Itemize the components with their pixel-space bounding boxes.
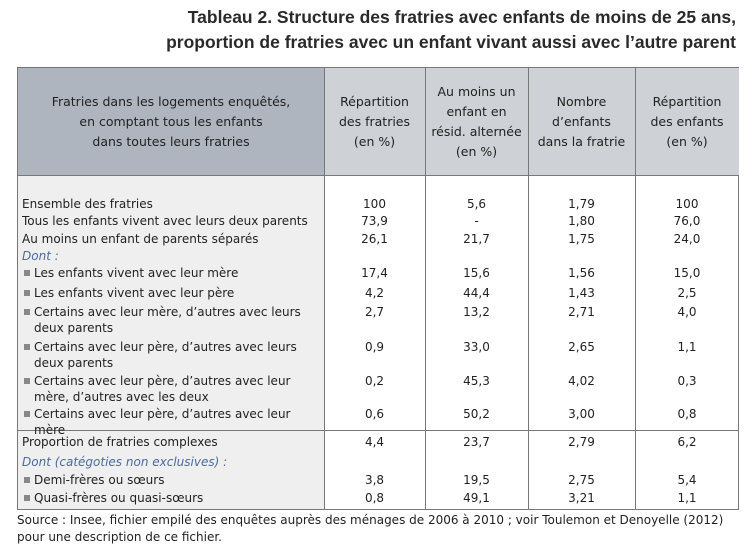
header-text: Répartition des enfants (en %) (650, 93, 724, 149)
cell-value: 24,0 (673, 232, 701, 246)
header-text: Au moins un enfant en résid. alternée (e… (431, 83, 522, 159)
cell-value: 4,2 (364, 286, 385, 300)
header-text: Nombre d’enfants dans la fratrie (537, 93, 626, 149)
cell-value: 49,1 (463, 491, 490, 505)
row-label: Certains avec leur mère, d’autres avec l… (24, 304, 322, 336)
section-divider (18, 430, 738, 431)
column-divider (635, 68, 636, 509)
cell-value: 26,1 (361, 232, 388, 246)
header-label-column: Fratries dans les logements enquêtés, en… (18, 68, 324, 176)
row-label: Demi-frères ou sœurs (24, 472, 322, 488)
row-label: Dont : (22, 249, 59, 263)
label-column-background (18, 176, 324, 509)
header-repartition-fratries: Répartition des fratries (en %) (324, 68, 425, 176)
row-label: Proportion de fratries complexes (22, 435, 218, 449)
column-divider (425, 68, 426, 509)
row-label: Tous les enfants vivent avec leurs deux … (22, 214, 308, 228)
row-label: Dont (catégoties non exclusives) : (22, 455, 228, 469)
cell-value: 3,00 (568, 407, 595, 421)
row-label: Certains avec leur père, d’autres avec l… (24, 339, 322, 371)
header-nombre-enfants: Nombre d’enfants dans la fratrie (528, 68, 635, 176)
row-label: Ensemble des fratries (22, 197, 153, 211)
row-label: Au moins un enfant de parents séparés (22, 232, 259, 246)
cell-value: 0,9 (364, 340, 385, 354)
cell-value: 1,79 (568, 197, 595, 211)
data-table: Fratries dans les logements enquêtés, en… (17, 67, 739, 510)
cell-value: 23,7 (463, 435, 490, 449)
cell-value: 0,3 (677, 374, 697, 388)
cell-value: 4,0 (677, 305, 697, 319)
title-line-1: Tableau 2. Structure des fratries avec e… (187, 7, 736, 27)
column-divider (324, 68, 325, 509)
cell-value: 3,21 (568, 491, 595, 505)
cell-value: 1,1 (677, 491, 697, 505)
cell-value: 1,80 (568, 214, 595, 228)
cell-value: 0,8 (677, 407, 697, 421)
row-label: Certains avec leur père, d’autres avec l… (24, 406, 322, 438)
cell-value: 45,3 (463, 374, 490, 388)
cell-value: - (474, 214, 479, 228)
cell-value: 5,6 (466, 197, 487, 211)
cell-value: 1,75 (568, 232, 595, 246)
header-text: Répartition des fratries (en %) (338, 93, 411, 149)
cell-value: 3,8 (364, 473, 385, 487)
row-label: Les enfants vivent avec leur mère (24, 265, 322, 281)
row-label: Les enfants vivent avec leur père (24, 285, 322, 301)
cell-value: 1,1 (677, 340, 697, 354)
cell-value: 6,2 (677, 435, 697, 449)
cell-value: 2,7 (364, 305, 385, 319)
cell-value: 0,8 (364, 491, 385, 505)
cell-value: 44,4 (463, 286, 490, 300)
cell-value: 2,75 (568, 473, 595, 487)
cell-value: 4,4 (364, 435, 385, 449)
title-line-2: proportion de fratries avec un enfant vi… (166, 32, 736, 52)
source-note: Source : Insee, fichier empilé des enquê… (17, 513, 724, 544)
cell-value: 100 (675, 197, 699, 211)
cell-value: 33,0 (463, 340, 490, 354)
cell-value: 2,65 (568, 340, 595, 354)
cell-value: 19,5 (463, 473, 490, 487)
row-label: Quasi-frères ou quasi-sœurs (24, 490, 322, 506)
column-divider (528, 68, 529, 509)
header-repartition-enfants: Répartition des enfants (en %) (635, 68, 739, 176)
cell-value: 15,6 (463, 266, 490, 280)
cell-value: 1,56 (568, 266, 595, 280)
cell-value: 50,2 (463, 407, 490, 421)
cell-value: 13,2 (463, 305, 490, 319)
header-residence-alternee: Au moins un enfant en résid. alternée (e… (425, 68, 528, 176)
cell-value: 2,79 (568, 435, 595, 449)
cell-value: 4,02 (568, 374, 595, 388)
cell-value: 2,71 (568, 305, 595, 319)
row-label: Certains avec leur père, d’autres avec l… (24, 373, 322, 405)
cell-value: 17,4 (361, 266, 388, 280)
cell-value: 21,7 (463, 232, 490, 246)
cell-value: 2,5 (677, 286, 697, 300)
cell-value: 15,0 (673, 266, 701, 280)
cell-value: 0,6 (364, 407, 385, 421)
header-text: Fratries dans les logements enquêtés, en… (51, 93, 291, 149)
cell-value: 100 (363, 197, 386, 211)
cell-value: 73,9 (361, 214, 388, 228)
cell-value: 0,2 (364, 374, 385, 388)
cell-value: 5,4 (677, 473, 697, 487)
table-title: Tableau 2. Structure des fratries avec e… (166, 5, 736, 55)
cell-value: 1,43 (568, 286, 595, 300)
cell-value: 76,0 (673, 214, 701, 228)
